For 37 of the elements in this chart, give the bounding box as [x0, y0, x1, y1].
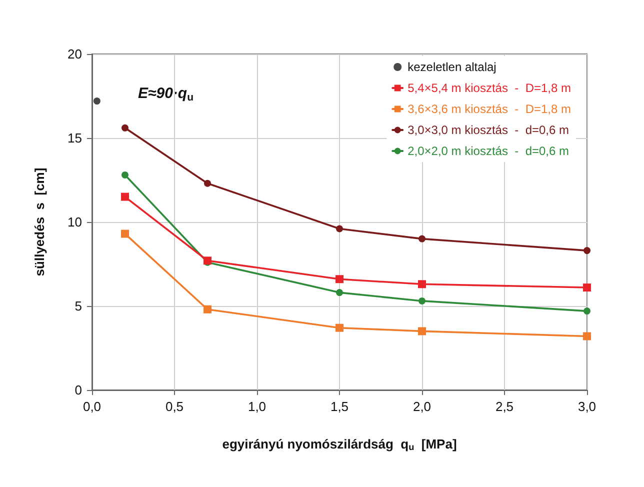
- x-tick-label: 2,5: [495, 399, 514, 414]
- point: [93, 98, 100, 105]
- point: [418, 235, 426, 242]
- y-tick-label: 15: [68, 130, 82, 146]
- point: [418, 327, 426, 336]
- x-tick-label: 2,0: [412, 399, 432, 414]
- legend-label: 5,4×5,4 m kiosztás - D=1,8 m: [408, 81, 572, 95]
- point: [336, 289, 343, 296]
- point: [122, 171, 128, 178]
- y-tick-label: 0: [74, 382, 82, 398]
- point: [204, 180, 211, 187]
- point: [121, 192, 129, 201]
- x-tick-label: 1,0: [248, 399, 266, 414]
- point: [583, 284, 591, 292]
- x-tick-label: 3,0: [578, 399, 596, 414]
- point: [584, 308, 590, 315]
- point: [584, 247, 590, 254]
- point: [336, 324, 344, 332]
- x-tick-label: 1,5: [330, 399, 349, 414]
- point: [336, 225, 343, 232]
- x-tick-label: 0,0: [82, 399, 102, 414]
- legend-label: kezeletlen altalaj: [408, 60, 496, 74]
- legend-label: 3,0×3,0 m kiosztás - d=0,6 m: [408, 123, 570, 137]
- x-tick-label: 0,5: [165, 399, 184, 414]
- point: [122, 124, 128, 132]
- point: [121, 230, 129, 238]
- legend-label: 2,0×2,0 m kiosztás - d=0,6 m: [408, 144, 570, 158]
- point: [418, 297, 426, 304]
- point: [583, 332, 591, 340]
- legend-label: 3,6×3,6 m kiosztás - D=1,8 m: [408, 102, 572, 116]
- y-tick-label: 5: [74, 298, 82, 314]
- point: [204, 305, 212, 314]
- y-tick-label: 20: [68, 46, 82, 62]
- point: [418, 280, 426, 288]
- y-axis-title: süllyedés s [cm]: [32, 168, 47, 276]
- y-tick-label: 10: [68, 214, 82, 230]
- point: [336, 275, 344, 284]
